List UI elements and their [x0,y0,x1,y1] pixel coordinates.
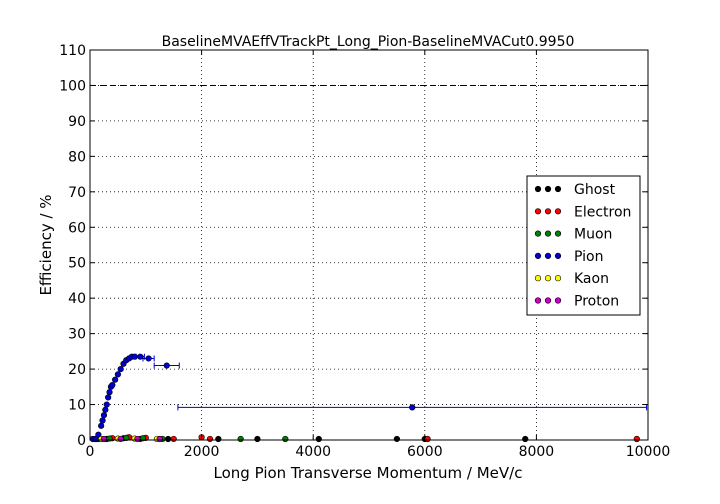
legend-marker-pion [544,252,552,259]
legend-marker-pion [534,252,542,259]
proton-point [117,435,124,443]
legend-marker-electron [554,208,562,215]
legend-marker-ghost [534,185,542,193]
x-tick-label: 8000 [519,444,555,460]
legend-marker-muon [544,230,552,237]
y-tick-label: 70 [68,185,86,201]
pion-point [99,417,106,424]
legend-marker-kaon [534,275,542,282]
pion-point [106,389,113,396]
ghost-point [522,435,529,443]
pion-point [117,365,124,373]
pion-point [95,431,102,438]
x-axis-label: Long Pion Transverse Momentum / MeV/c [214,464,523,482]
y-tick-label: 50 [68,256,86,272]
pion-point [98,422,105,429]
pion-point [100,412,108,419]
legend: Ghost Electron Muon Pion Kaon Proton [526,175,641,316]
ghost-point [215,435,222,443]
axis-ticks: 0 2000 4000 6000 8000 10000 0 10 20 30 40 50 60 70 80 9… [59,43,670,460]
legend-label-pion: Pion [574,249,603,265]
legend-marker-proton [554,297,562,304]
legend-marker-muon [554,230,562,237]
pion-point [163,362,170,369]
x-tick-label: 6000 [407,444,443,460]
legend-marker-pion [554,252,562,259]
muon-point [282,435,289,443]
legend-label-ghost: Ghost [574,182,616,198]
chart-title: BaselineMVAEffVTrackPt_Long_Pion-Baselin… [162,34,575,50]
legend-marker-ghost [544,185,552,193]
x-tick-label: 2000 [184,444,220,460]
legend-label-electron: Electron [574,204,631,220]
x-tick-label: 0 [86,444,95,460]
electron-point [206,435,214,443]
muon-point [106,435,113,442]
electron-point [424,435,431,443]
ghost-point [165,435,172,443]
y-tick-label: 110 [59,43,86,59]
legend-label-muon: Muon [574,227,612,243]
x-tick-label: 4000 [295,444,331,460]
y-tick-label: 80 [68,149,86,165]
proton-point [156,435,163,443]
y-tick-label: 20 [68,362,86,378]
proton-point [100,435,108,443]
pion-point [109,381,116,389]
legend-marker-electron [534,208,542,215]
x-tick-label: 10000 [626,444,671,460]
y-axis-label: Efficiency / % [37,194,55,295]
legend-marker-proton [534,297,542,304]
pion-point [409,404,416,411]
y-tick-label: 40 [68,291,86,307]
y-tick-label: 60 [68,220,86,236]
plot-frame [89,49,649,441]
legend-label-kaon: Kaon [574,271,609,287]
legend-marker-ghost [554,185,562,193]
y-tick-label: 30 [68,327,86,343]
legend-marker-kaon [544,275,552,282]
y-tick-label: 0 [77,433,86,449]
legend-box [526,175,641,316]
y-tick-label: 10 [68,398,86,414]
legend-marker-kaon [554,275,562,282]
muon-point [237,435,244,443]
pion-point [103,401,110,408]
pion-point [131,353,138,360]
legend-label-proton: Proton [574,294,619,310]
legend-marker-muon [534,230,542,237]
proton-point [134,435,141,443]
y-tick-label: 90 [68,114,86,130]
pion-point [114,371,121,378]
pion-point [137,353,144,360]
ghost-point [393,435,401,443]
ghost-point [254,435,261,443]
pion-point [105,394,112,401]
legend-marker-proton [544,297,552,304]
y-tick-label: 100 [59,78,86,94]
pion-point [102,406,109,413]
electron-point [633,435,640,443]
ghost-point [315,435,322,443]
legend-marker-electron [544,208,552,215]
pion-point [145,355,152,362]
pion-point [112,376,119,383]
electron-point [170,435,177,443]
